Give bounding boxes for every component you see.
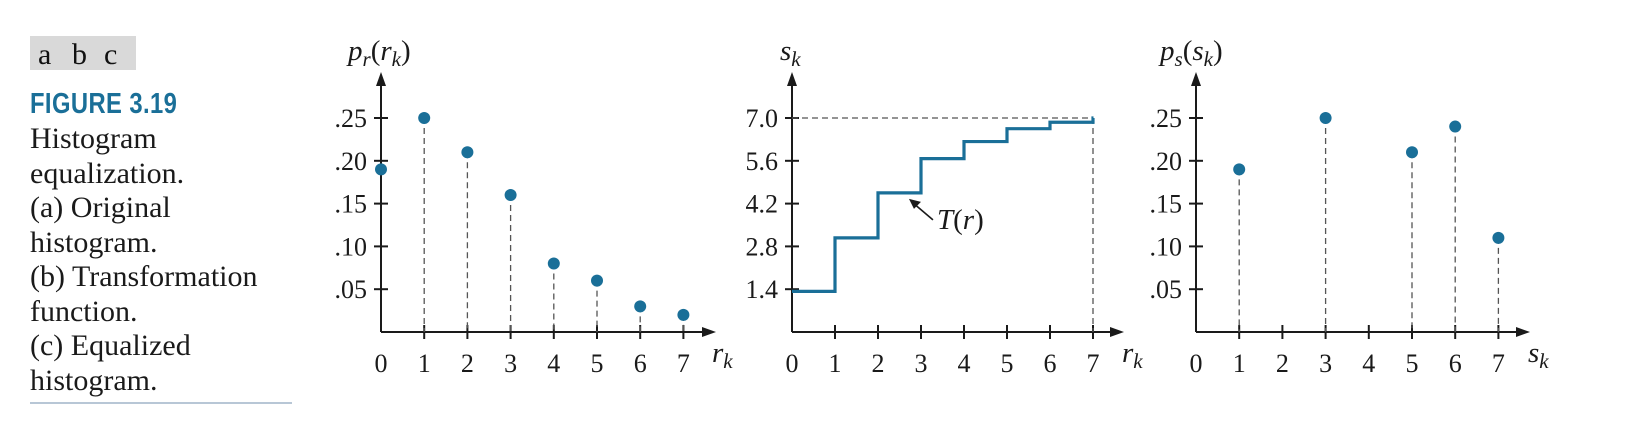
x-tick-label: 3 — [915, 349, 928, 378]
caption-line: (a) Original — [30, 191, 171, 224]
x-tick-label: 2 — [872, 349, 885, 378]
data-point — [375, 163, 387, 176]
annotation-label: T(r) — [937, 204, 984, 236]
data-point — [547, 257, 560, 270]
y-tick-label: 4.2 — [746, 190, 779, 219]
y-tick-label: 5.6 — [746, 147, 779, 176]
chart-a-axes: 0 1 2 3 4 5 6 7 .05 .10 .15 .20 .25 rk pr(rk) — [335, 35, 734, 378]
caption-line: Histogram — [30, 122, 157, 155]
y-tick-label: 1.4 — [746, 275, 779, 304]
y-tick-label: .25 — [335, 104, 368, 133]
y-axis-label: sk — [780, 35, 801, 71]
x-tick-label: 7 — [677, 349, 690, 378]
x-tick-label: 0 — [786, 349, 799, 378]
x-tick-label: 5 — [591, 349, 604, 378]
y-tick-label: .20 — [335, 147, 368, 176]
caption-line: (b) Transformation — [30, 260, 258, 293]
y-axis-label: ps(sk) — [1158, 35, 1223, 71]
x-tick-label: 4 — [547, 349, 560, 378]
x-tick-label: 0 — [1190, 349, 1203, 378]
x-tick-label: 2 — [461, 349, 474, 378]
data-point — [461, 146, 474, 159]
x-axis-label: sk — [1528, 337, 1549, 373]
annotation-arrowhead — [908, 198, 921, 209]
y-tick-label: 2.8 — [746, 232, 779, 261]
panel-label-a: a — [38, 38, 52, 71]
x-axis-arrow — [702, 327, 716, 337]
caption-line: function. — [30, 294, 138, 328]
data-point — [418, 112, 431, 124]
step-function-line — [792, 116, 1095, 293]
x-axis-arrow — [1110, 327, 1124, 337]
x-tick-label: 4 — [958, 349, 971, 378]
data-point — [1492, 231, 1505, 244]
x-tick-label: 6 — [1044, 349, 1057, 378]
x-axis-label: rk — [712, 337, 733, 373]
caption-divider — [30, 402, 292, 404]
y-axis-arrow — [376, 72, 386, 86]
data-point — [1449, 120, 1462, 133]
panel-label-box — [30, 36, 136, 70]
caption-line: (c) Equalized — [30, 329, 191, 362]
y-tick-label: .15 — [335, 190, 368, 219]
y-tick-label: .15 — [1150, 190, 1183, 219]
data-point — [1406, 146, 1418, 159]
x-axis-arrow — [1516, 327, 1530, 337]
x-tick-label: 4 — [1362, 349, 1375, 378]
data-point — [1233, 163, 1246, 176]
y-tick-label: 7.0 — [746, 104, 779, 133]
figure-number: FIGURE 3.19 — [30, 88, 178, 120]
x-tick-label: 5 — [1001, 349, 1014, 378]
x-tick-label: 3 — [504, 349, 517, 378]
y-axis-arrow — [787, 72, 797, 86]
chart-c-axes: 0 1 2 3 4 5 6 7 .05 .10 .15 .20 .25 sk ps(sk) — [1150, 35, 1550, 378]
x-tick-label: 5 — [1406, 349, 1419, 378]
x-tick-label: 1 — [829, 349, 842, 378]
x-tick-label: 2 — [1276, 349, 1289, 378]
panel-label-c: c — [104, 38, 118, 71]
panel-label-b: b — [72, 38, 87, 71]
y-tick-label: .10 — [335, 232, 368, 261]
y-tick-label: .10 — [1150, 232, 1183, 261]
x-axis-label: rk — [1122, 337, 1143, 373]
x-tick-label: 6 — [634, 349, 647, 378]
chart-b-axes: 0 1 2 3 4 5 6 7 1.4 2.8 4.2 5.6 7.0 rk sk — [746, 35, 1144, 378]
data-point — [1319, 112, 1332, 124]
data-point — [677, 308, 690, 321]
y-axis-arrow — [1191, 72, 1201, 86]
caption-line: histogram. — [30, 363, 158, 397]
x-tick-label: 0 — [375, 349, 388, 378]
caption-line: equalization. — [30, 156, 185, 190]
data-point — [591, 274, 603, 287]
x-tick-label: 7 — [1492, 349, 1505, 378]
x-tick-label: 7 — [1087, 349, 1100, 378]
x-tick-label: 3 — [1319, 349, 1332, 378]
y-tick-label: .25 — [1150, 104, 1183, 133]
x-tick-label: 6 — [1449, 349, 1462, 378]
y-tick-label: .05 — [335, 275, 368, 304]
x-tick-label: 1 — [1233, 349, 1246, 378]
y-tick-label: .20 — [1150, 147, 1183, 176]
data-point — [504, 189, 517, 202]
x-tick-label: 1 — [418, 349, 431, 378]
y-tick-label: .05 — [1150, 275, 1183, 304]
caption-line: histogram. — [30, 225, 158, 259]
data-point — [634, 300, 647, 313]
y-axis-label: pr(rk) — [346, 35, 411, 71]
figure-caption: Histogram equalization. (a) Original his… — [30, 122, 320, 398]
